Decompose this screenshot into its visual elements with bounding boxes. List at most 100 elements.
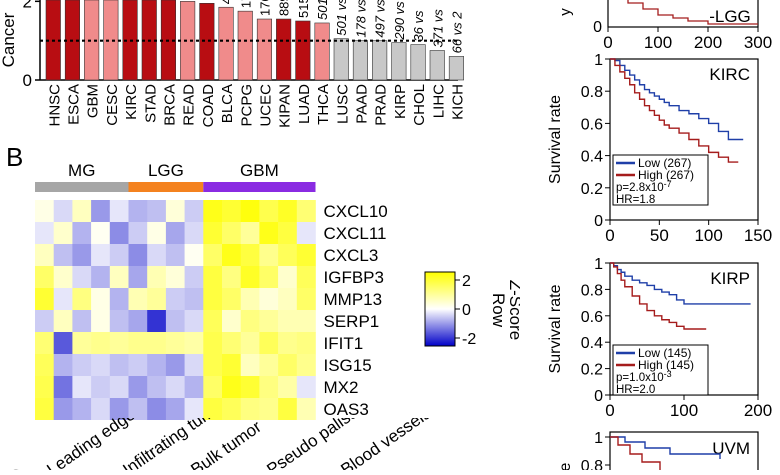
bar-cesc: [104, 0, 119, 80]
heatmap-cell: [297, 266, 316, 288]
heatmap-cell: [259, 266, 278, 288]
bar-pcpg: [238, 11, 253, 80]
bar-prad: [372, 41, 387, 80]
heatmap-cell: [185, 266, 204, 288]
bar-category-label: PAAD: [353, 84, 370, 124]
bar-value-label: 515: [296, 0, 311, 18]
bar-category-label: LIHC: [430, 84, 447, 118]
heatmap-cell: [166, 244, 185, 266]
heatmap-cell: [72, 398, 91, 420]
heatmap-cell: [91, 288, 110, 310]
heatmap-cell: [91, 266, 110, 288]
gene-label: CXCL10: [324, 202, 388, 221]
heatmap-cell: [241, 332, 260, 354]
gene-label: IGFBP3: [324, 268, 384, 287]
heatmap-cell: [129, 266, 148, 288]
heatmap-cell: [147, 222, 166, 244]
heatmap-cell: [147, 376, 166, 398]
heatmap-cell: [166, 354, 185, 376]
group-bar-mg: [35, 182, 129, 192]
heatmap-cell: [54, 266, 73, 288]
heatmap-cell: [278, 354, 297, 376]
heatmap-cell: [166, 376, 185, 398]
heatmap-cell: [222, 376, 241, 398]
heatmap-cell: [91, 354, 110, 376]
heatmap-cell: [259, 244, 278, 266]
heatmap-cell: [147, 310, 166, 332]
heatmap-cell: [72, 288, 91, 310]
heatmap-cell: [185, 200, 204, 222]
heatmap-cell: [259, 354, 278, 376]
heatmap-cell: [35, 244, 54, 266]
heatmap-cell: [110, 288, 129, 310]
kirc-pvalue: p=2.8x10-7: [616, 179, 672, 194]
heatmap-cell: [91, 376, 110, 398]
bar-chart-ylabel: Cancer: [0, 12, 18, 67]
heatmap-cell: [54, 354, 73, 376]
heatmap-cell: [297, 288, 316, 310]
gene-label: ISG15: [324, 356, 372, 375]
heatmap-cell: [166, 288, 185, 310]
heatmap-cell: [72, 222, 91, 244]
kirp-xtick-label: 0: [605, 401, 614, 420]
heatmap-cell: [91, 398, 110, 420]
bar-value-label: 889: [277, 0, 292, 16]
bar-value-label: 408: [219, 0, 234, 4]
heatmap-cell: [110, 200, 129, 222]
heatmap-cell: [147, 266, 166, 288]
heatmap-cell: [241, 200, 260, 222]
heatmap-cell: [203, 376, 222, 398]
bar-value-label: 497 vs: [373, 0, 388, 38]
heatmap-cell: [147, 332, 166, 354]
colorbar-tick-label: 2: [462, 273, 471, 290]
heatmap-cell: [185, 398, 204, 420]
kirc-ytick-label: 0.6: [581, 116, 603, 133]
lgg-xtick-label: 300: [744, 33, 772, 52]
heatmap-cell: [278, 376, 297, 398]
lgg-xtick-label: 200: [694, 33, 722, 52]
bar-category-label: PRAD: [373, 84, 390, 126]
kirc-pvalue-exponent: -7: [664, 179, 672, 189]
heatmap-cell: [129, 376, 148, 398]
lgg-ylabel-fragment: y: [557, 8, 574, 16]
kirc-xtick-label: 0: [605, 226, 614, 245]
heatmap-cell: [147, 398, 166, 420]
heatmap-cell: [35, 310, 54, 332]
heatmap-cell: [72, 244, 91, 266]
zscore-colorbar: [425, 272, 455, 346]
heatmap-cell: [54, 200, 73, 222]
heatmap-cell: [166, 222, 185, 244]
bar-value-label: 501 vs: [315, 0, 330, 20]
heatmap-cell: [222, 244, 241, 266]
heatmap-cell: [110, 266, 129, 288]
bar-value-label: 290 vs: [392, 1, 407, 41]
bar-category-label: BLCA: [219, 84, 236, 123]
heatmap-cell: [166, 266, 185, 288]
kirc-xtick-label: 50: [650, 226, 669, 245]
bar-lusc: [334, 39, 349, 80]
kirp-xtick-label: 100: [670, 401, 698, 420]
heatmap-cell: [185, 376, 204, 398]
bar-category-label: HNSC: [46, 84, 63, 127]
heatmap-cell: [203, 200, 222, 222]
kirp-xtick-label: 200: [744, 401, 772, 420]
heatmap-cell: [222, 288, 241, 310]
colorbar-subtitle: Z-Score: [506, 280, 520, 340]
bar-thca: [315, 23, 330, 80]
heatmap-cell: [241, 310, 260, 332]
heatmap-cell: [259, 398, 278, 420]
heatmap-cell: [72, 266, 91, 288]
heatmap-cell: [91, 200, 110, 222]
bar-category-label: GBM: [85, 84, 102, 118]
uvm-ylabel-fragment: e: [557, 462, 574, 470]
bar-value-label: 178 vs: [353, 0, 368, 38]
heatmap-cell: [91, 244, 110, 266]
heatmap-cell: [110, 354, 129, 376]
heatmap-cell: [54, 244, 73, 266]
heatmap-cell: [129, 332, 148, 354]
heatmap-cell: [297, 244, 316, 266]
heatmap-cell: [297, 332, 316, 354]
lgg-xtick-label: 0: [603, 33, 612, 52]
heatmap-cell: [278, 310, 297, 332]
heatmap-cell: [297, 310, 316, 332]
